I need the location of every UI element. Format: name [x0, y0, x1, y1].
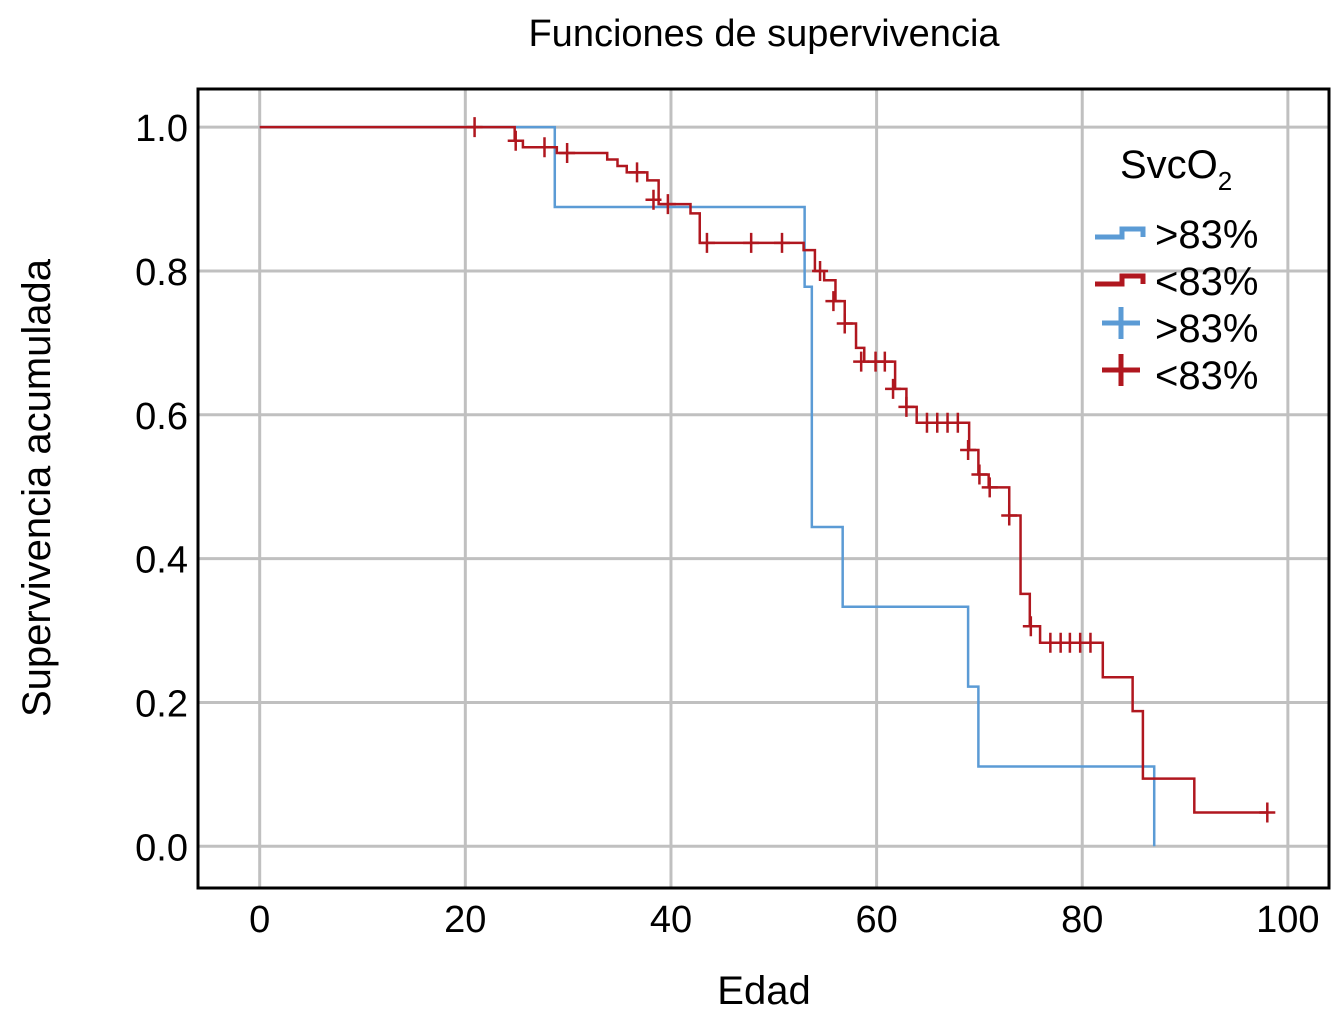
survival-curve-series-0: [259, 125, 1156, 847]
censor-mark: [698, 232, 715, 253]
y-tick-label: 0.8: [135, 252, 188, 294]
censor-mark: [971, 464, 988, 485]
y-axis-label: Supervivencia acumulada: [15, 258, 59, 717]
legend-line-icon: [1095, 226, 1146, 240]
plot-frame: [196, 87, 1331, 890]
censor-mark: [645, 189, 662, 210]
y-tick-label: 1.0: [135, 108, 188, 150]
censor-mark: [876, 351, 893, 372]
survival-curve-series-1: [259, 125, 1268, 814]
legend-censor-icon: [1102, 307, 1140, 339]
legend-label: >83%: [1155, 307, 1258, 351]
x-tick-label: 20: [444, 899, 486, 941]
y-tick-label: 0.6: [135, 396, 188, 438]
censor-mark: [812, 260, 829, 281]
censor-mark: [559, 143, 576, 164]
legend-title-main: SvcO: [1120, 143, 1218, 187]
legend-title-subscript: 2: [1218, 166, 1232, 196]
x-tick-label: 40: [650, 899, 692, 941]
y-tick-label: 0.2: [135, 683, 188, 725]
series-layer: [259, 117, 1276, 847]
censor-mark: [825, 291, 842, 312]
censor-mark: [536, 137, 553, 158]
legend-line-icon: [1095, 273, 1146, 287]
legend: SvcO2 >83%<83%>83%<83%: [1095, 143, 1258, 398]
y-tick-label: 0.4: [135, 540, 188, 582]
censor-mark: [898, 396, 915, 417]
x-axis-ticks: 0 20 40 60 80 100: [249, 899, 1319, 941]
censor-mark: [1259, 802, 1276, 823]
legend-label: <83%: [1155, 260, 1258, 304]
censor-mark: [1001, 505, 1018, 526]
x-axis-label: Edad: [717, 969, 810, 1013]
censor-mark: [466, 117, 483, 138]
censor-mark: [836, 313, 853, 334]
censor-mark: [1022, 616, 1039, 637]
censor-mark: [960, 440, 977, 461]
y-tick-label: 0.0: [135, 827, 188, 869]
censor-mark: [853, 351, 870, 372]
censor-mark: [507, 130, 524, 151]
x-tick-label: 60: [855, 899, 897, 941]
censor-mark: [774, 232, 791, 253]
censor-mark: [743, 232, 760, 253]
y-axis-ticks: 0.0 0.2 0.4 0.6 0.8 1.0: [135, 108, 188, 869]
censor-mark: [949, 412, 966, 433]
censor-mark: [659, 194, 676, 215]
legend-label: >83%: [1155, 213, 1258, 257]
x-tick-label: 100: [1256, 899, 1319, 941]
censor-mark: [981, 477, 998, 498]
legend-censor-icon: [1102, 354, 1140, 386]
censor-mark: [1082, 632, 1099, 653]
legend-label: <83%: [1155, 354, 1258, 398]
legend-title: SvcO2: [1120, 143, 1232, 196]
chart-title: Funciones de supervivencia: [528, 13, 1000, 55]
grid: [198, 89, 1329, 888]
x-tick-label: 80: [1061, 899, 1103, 941]
censor-mark: [885, 378, 902, 399]
x-tick-label: 0: [249, 899, 270, 941]
censor-mark: [629, 162, 646, 183]
